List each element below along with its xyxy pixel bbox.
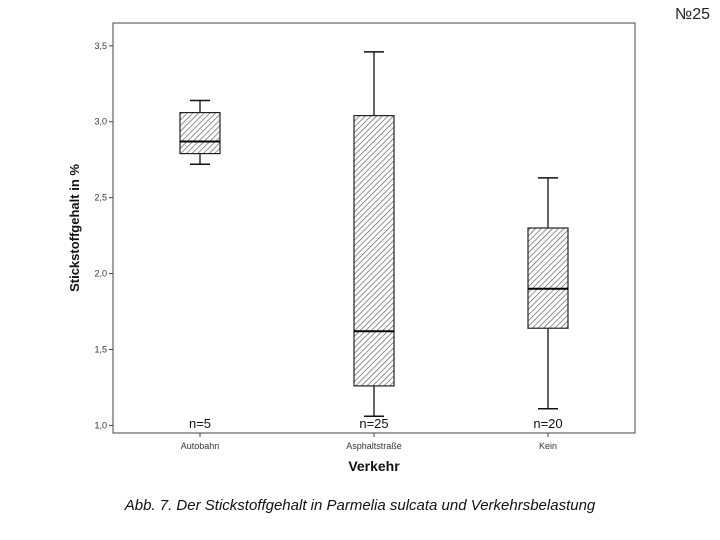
x-tick-label: Asphaltstraße	[346, 441, 402, 451]
boxplot-chart: 1,0 1,5 2,0 2,5 3,0 3,5 Autobahn Asphaltstraße…	[67, 22, 636, 474]
box-2	[353, 51, 395, 418]
n-labels-group: n=5 n=25 n=20	[189, 416, 563, 431]
y-tick-label: 3,5	[94, 41, 107, 51]
figure-caption: Abb. 7. Der Stickstoffgehalt in Parmelia…	[124, 497, 596, 514]
n-label: n=25	[359, 416, 388, 431]
y-tick-label: 3,0	[94, 117, 107, 127]
x-tick-label: Autobahn	[181, 441, 220, 451]
x-axis-label: Verkehr	[348, 458, 400, 474]
boxes-group	[179, 51, 569, 418]
box-3	[527, 177, 569, 410]
iqr-box	[179, 111, 221, 155]
iqr-box	[527, 227, 569, 329]
page-number: №25	[675, 6, 710, 23]
y-tick-label: 2,0	[94, 269, 107, 279]
y-tick-label: 1,0	[94, 420, 107, 430]
y-tick-label: 2,5	[94, 193, 107, 203]
x-tick-label: Kein	[539, 441, 557, 451]
n-label: n=5	[189, 416, 211, 431]
box-1	[179, 99, 221, 165]
y-axis: 1,0 1,5 2,0 2,5 3,0 3,5	[94, 41, 113, 430]
y-axis-label: Stickstoffgehalt in %	[67, 164, 82, 292]
iqr-box	[353, 115, 395, 387]
n-label: n=20	[533, 416, 562, 431]
x-axis: Autobahn Asphaltstraße Kein	[181, 433, 557, 451]
y-tick-label: 1,5	[94, 344, 107, 354]
